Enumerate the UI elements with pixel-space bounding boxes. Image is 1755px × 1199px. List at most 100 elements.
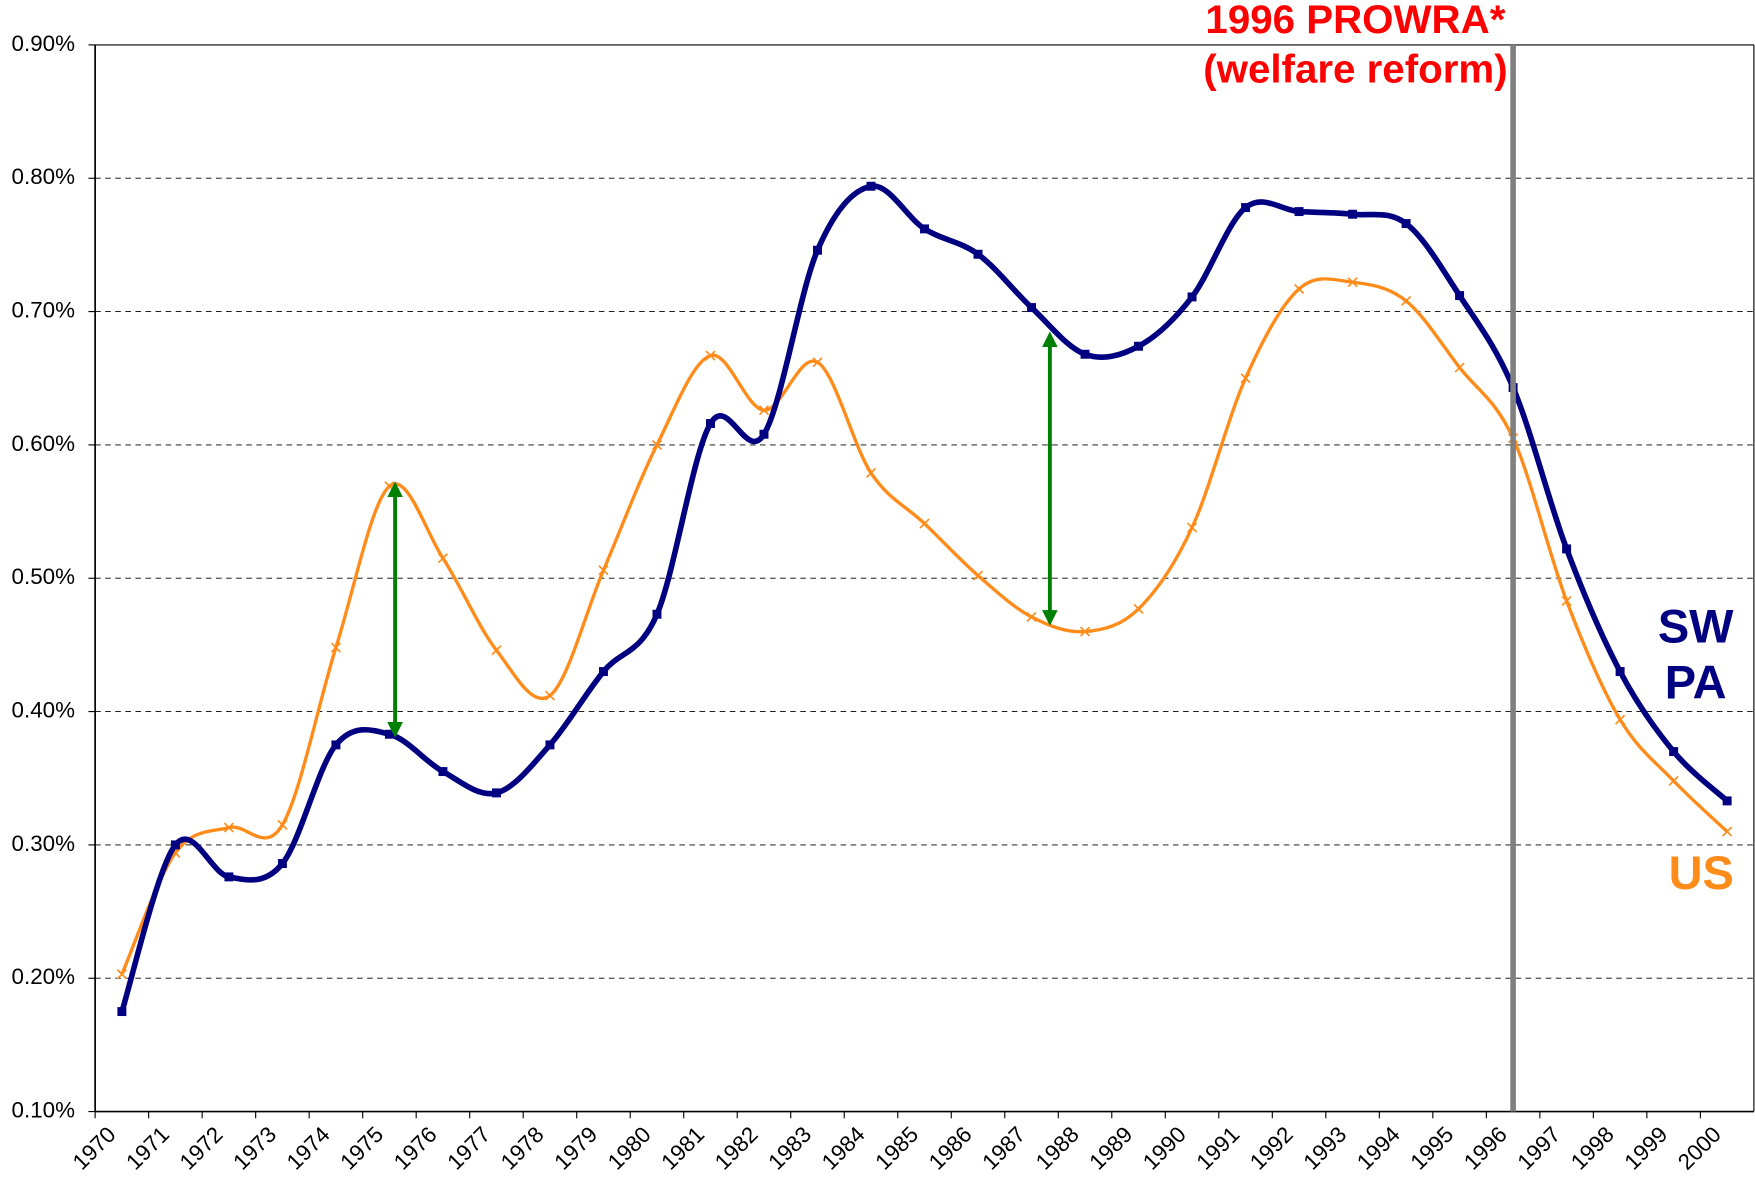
x-tick-label: 1978 [496, 1122, 549, 1175]
x-tick-label: 1979 [549, 1122, 602, 1175]
x-tick-label: 1996 [1459, 1122, 1512, 1175]
point-marker [1401, 219, 1411, 229]
point-marker [598, 565, 609, 576]
legend-entry-box: US [1668, 846, 1734, 899]
x-tick-label: 1971 [121, 1122, 174, 1175]
x-tick-label: 1983 [763, 1122, 816, 1175]
point-marker [866, 181, 876, 191]
x-tick-label: 1977 [442, 1122, 495, 1175]
point-marker [865, 467, 877, 478]
point-marker [491, 788, 501, 798]
point-marker [1669, 747, 1679, 757]
point-marker [1722, 826, 1733, 837]
x-tick-label: 1987 [977, 1122, 1030, 1175]
point-marker [919, 518, 930, 529]
x-tick-label: 1999 [1619, 1122, 1672, 1175]
x-tick-label: 1981 [656, 1122, 709, 1175]
point-marker [1294, 207, 1304, 217]
x-tick-label: 1990 [1138, 1122, 1191, 1175]
point-marker [1240, 373, 1251, 384]
x-tick-label: 2000 [1673, 1122, 1726, 1175]
y-tick-label: 0.80% [12, 164, 76, 189]
x-tick-label: 1986 [924, 1122, 977, 1175]
x-tick-label: 1973 [228, 1122, 281, 1175]
annotation: 1996 PROWRA* [1205, 0, 1505, 42]
x-tick-label: 1994 [1352, 1122, 1405, 1175]
point-marker [598, 667, 608, 677]
y-tick-label: 0.40% [12, 697, 76, 722]
point-marker [920, 224, 929, 234]
x-tick-label: 1992 [1245, 1122, 1298, 1175]
point-marker [438, 767, 448, 777]
series-line [120, 277, 1729, 975]
point-marker [1133, 603, 1144, 614]
legend-entry: US [1668, 846, 1734, 899]
point-marker [384, 481, 395, 492]
point-marker [1562, 544, 1572, 554]
point-marker [330, 642, 341, 653]
y-tick-label: 0.30% [12, 831, 76, 856]
point-marker [544, 690, 556, 701]
point-marker [1347, 277, 1358, 288]
point-marker [224, 872, 234, 882]
x-tick-label: 1997 [1512, 1122, 1565, 1175]
legend-entry-box: SW PA [1657, 600, 1734, 709]
point-marker [1722, 796, 1732, 806]
point-marker [1241, 203, 1251, 213]
point-marker [117, 1007, 127, 1017]
point-marker [491, 645, 502, 656]
x-tick-label: 1984 [817, 1122, 870, 1175]
grid [94, 44, 1755, 1113]
x-tick-label: 1995 [1405, 1122, 1458, 1175]
x-tick-label: 1991 [1191, 1122, 1244, 1175]
point-marker [706, 419, 715, 429]
x-tick-label: 1982 [710, 1122, 763, 1175]
point-marker [277, 859, 287, 869]
point-marker [331, 740, 341, 750]
y-tick-label: 0.90% [12, 31, 76, 56]
point-marker [759, 429, 769, 439]
point-marker [651, 439, 663, 450]
point-marker [1561, 595, 1572, 606]
point-marker [1027, 303, 1037, 313]
point-marker [170, 840, 180, 850]
x-tick-label: 1989 [1084, 1122, 1137, 1175]
x-tick-label: 1974 [282, 1122, 335, 1175]
point-marker [1401, 295, 1412, 306]
point-marker [1293, 283, 1305, 294]
point-marker [973, 249, 983, 259]
point-marker [384, 729, 394, 739]
point-marker [813, 245, 822, 255]
y-tick-label: 0.50% [12, 564, 76, 589]
point-marker [758, 405, 770, 416]
point-marker [1615, 714, 1626, 725]
y-tick-label: 0.70% [12, 297, 76, 322]
y-tick-label: 0.60% [12, 431, 76, 456]
x-tick-label: 1980 [603, 1122, 656, 1175]
series-line [119, 183, 1730, 1013]
point-marker [1455, 291, 1465, 301]
point-marker [812, 357, 823, 368]
x-tick-label: 1993 [1298, 1122, 1351, 1175]
lines [116, 181, 1733, 1017]
annotation: (welfare reform) [1203, 46, 1507, 91]
x-tick-label: 1985 [870, 1122, 923, 1175]
point-marker [1134, 341, 1144, 351]
x-tick-label: 1970 [68, 1122, 121, 1175]
y-tick-label: 0.10% [12, 1097, 76, 1122]
x-tick-label: 1972 [175, 1122, 228, 1175]
legend-entry: SW PA [1657, 600, 1734, 709]
point-marker [1454, 362, 1465, 373]
point-marker [972, 570, 984, 581]
y-tick-label: 0.20% [12, 964, 76, 989]
point-marker [437, 553, 449, 564]
point-marker [1187, 292, 1197, 302]
point-marker [1080, 349, 1090, 359]
point-marker [1348, 209, 1358, 219]
point-marker [705, 350, 716, 361]
x-tick-label: 1998 [1566, 1122, 1619, 1175]
point-marker [116, 969, 127, 980]
point-marker [1668, 775, 1679, 786]
